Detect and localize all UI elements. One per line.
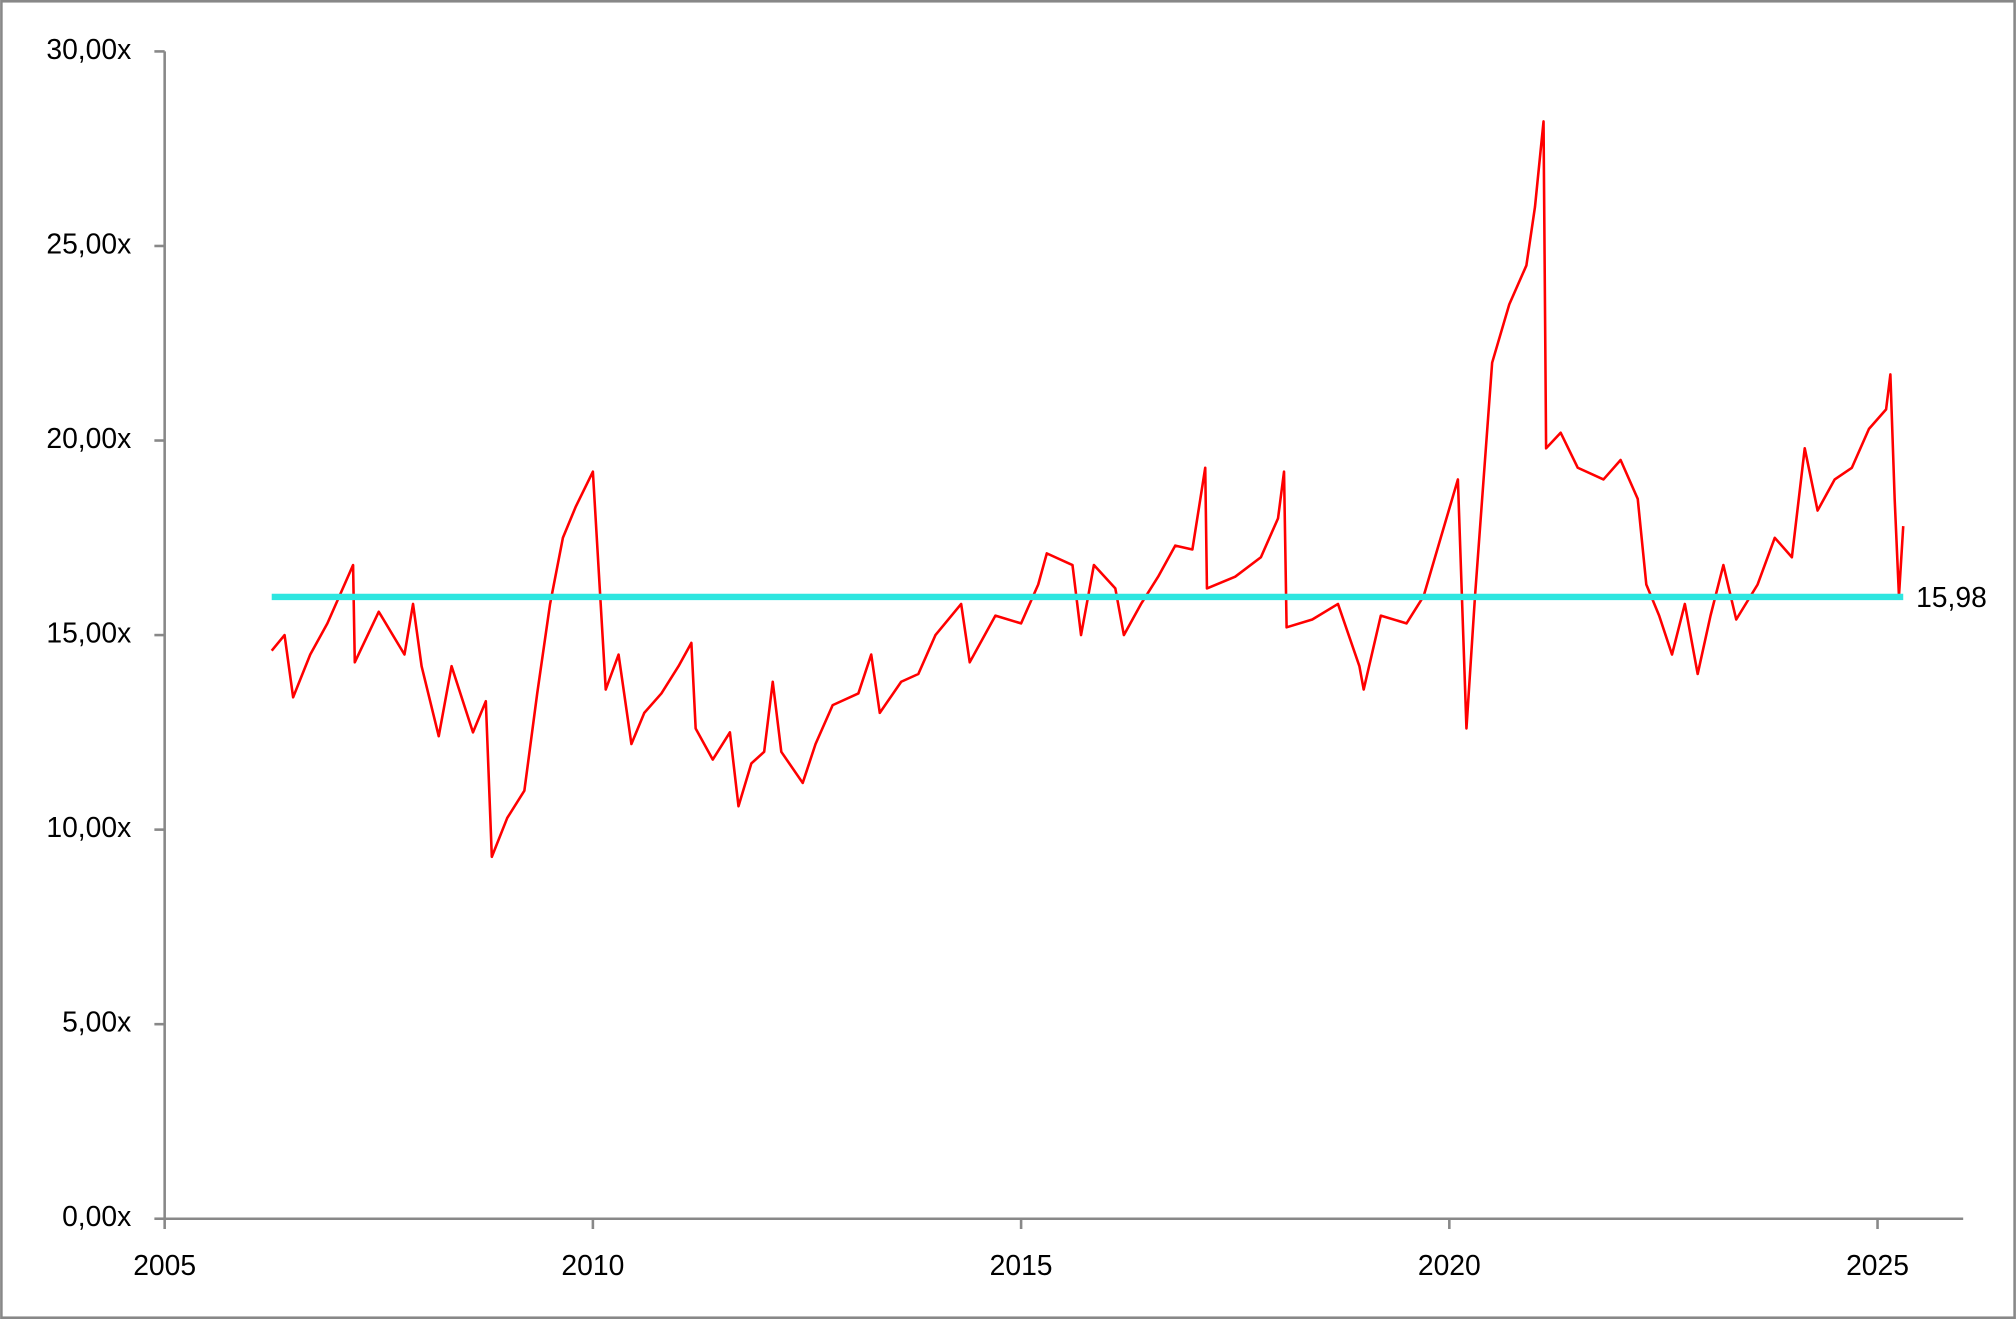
x-tick-label: 2015 xyxy=(990,1249,1053,1281)
line-series xyxy=(270,120,1905,859)
y-tick-label: 25,00x xyxy=(46,227,131,259)
y-tick-label: 10,00x xyxy=(46,811,131,843)
x-tick-label: 2010 xyxy=(561,1249,624,1281)
y-tick-label: 15,00x xyxy=(46,617,131,649)
y-tick-label: 5,00x xyxy=(62,1006,131,1038)
y-tick-label: 20,00x xyxy=(46,422,131,454)
average-label: 15,98 xyxy=(1916,581,1987,613)
y-tick-label: 0,00x xyxy=(62,1200,131,1232)
y-tick-label: 30,00x xyxy=(46,33,131,65)
x-tick-label: 2025 xyxy=(1846,1249,1909,1281)
x-tick-label: 2005 xyxy=(133,1249,196,1281)
x-tick-label: 2020 xyxy=(1418,1249,1481,1281)
